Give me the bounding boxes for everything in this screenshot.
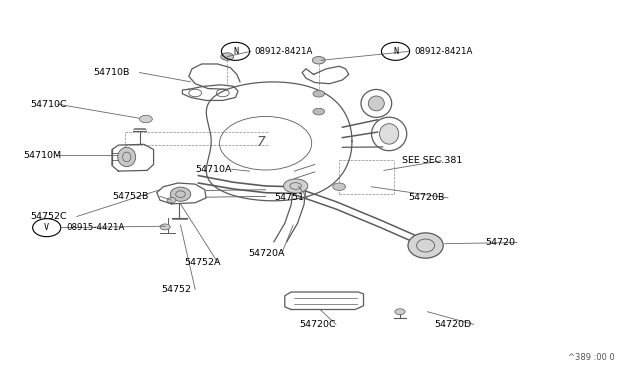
Text: 54751: 54751 bbox=[274, 193, 304, 202]
Text: V: V bbox=[44, 223, 49, 232]
Ellipse shape bbox=[380, 124, 399, 144]
Circle shape bbox=[333, 183, 346, 190]
Text: 54720D: 54720D bbox=[434, 320, 471, 329]
Text: 54720B: 54720B bbox=[408, 193, 445, 202]
Text: SEE SEC.381: SEE SEC.381 bbox=[402, 156, 462, 165]
Ellipse shape bbox=[284, 179, 308, 193]
Text: 54752C: 54752C bbox=[31, 212, 67, 221]
Circle shape bbox=[312, 57, 325, 64]
Circle shape bbox=[160, 224, 170, 230]
Text: 54720: 54720 bbox=[485, 238, 515, 247]
Ellipse shape bbox=[170, 187, 191, 201]
Text: ^389 :00 0: ^389 :00 0 bbox=[568, 353, 614, 362]
Text: 54710A: 54710A bbox=[195, 165, 232, 174]
Text: 08912-8421A: 08912-8421A bbox=[415, 47, 473, 56]
Circle shape bbox=[395, 309, 405, 315]
Text: 54752: 54752 bbox=[161, 285, 191, 294]
Text: N: N bbox=[233, 47, 238, 56]
Text: 7: 7 bbox=[257, 135, 266, 149]
Ellipse shape bbox=[369, 96, 384, 111]
Circle shape bbox=[167, 198, 176, 203]
Text: 54710M: 54710M bbox=[23, 151, 61, 160]
Circle shape bbox=[221, 53, 234, 60]
Circle shape bbox=[140, 115, 152, 123]
Circle shape bbox=[313, 90, 324, 97]
Text: 54752B: 54752B bbox=[112, 192, 148, 201]
Text: 54720A: 54720A bbox=[248, 249, 285, 258]
Ellipse shape bbox=[408, 233, 444, 258]
Ellipse shape bbox=[118, 147, 136, 167]
Text: 54720C: 54720C bbox=[300, 320, 336, 329]
Text: 54710B: 54710B bbox=[93, 68, 129, 77]
Text: 08912-8421A: 08912-8421A bbox=[255, 47, 313, 56]
Text: 08915-4421A: 08915-4421A bbox=[66, 223, 124, 232]
Circle shape bbox=[313, 108, 324, 115]
Text: 54752A: 54752A bbox=[184, 258, 221, 267]
Text: 54710C: 54710C bbox=[31, 100, 67, 109]
Text: N: N bbox=[393, 47, 398, 56]
